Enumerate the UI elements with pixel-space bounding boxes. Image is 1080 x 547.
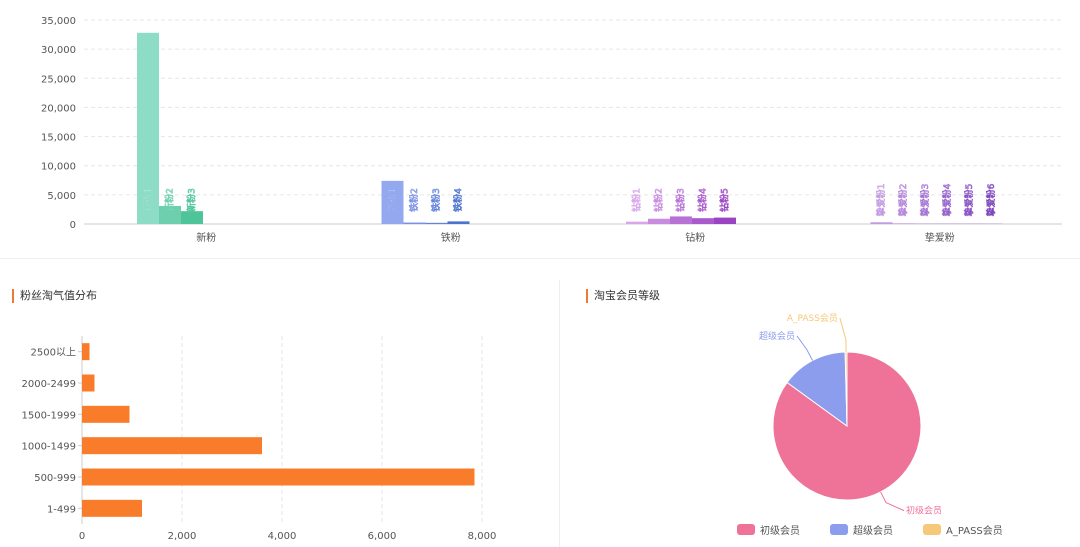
bar <box>82 405 130 423</box>
bar <box>82 343 90 361</box>
x-tick-label: 新粉 <box>196 231 216 244</box>
y-tick-label: 30,000 <box>41 45 76 56</box>
bar <box>714 217 736 224</box>
bar-label: 钻粉1 <box>631 188 643 212</box>
bar <box>670 216 692 224</box>
bar <box>870 222 893 224</box>
bar-label: 铁粉1 <box>386 188 398 212</box>
y-tick-label: 5,000 <box>47 191 76 202</box>
bar-label: 钻粉2 <box>653 188 665 212</box>
x-tick-label: 钻粉 <box>685 231 705 244</box>
bar <box>892 223 915 224</box>
bar-label: 挚爱粉6 <box>985 183 997 216</box>
x-tick-label: 0 <box>79 531 85 542</box>
bar <box>137 32 159 224</box>
x-tick-label: 2,000 <box>168 531 197 542</box>
bar <box>82 468 475 486</box>
y-tick-label: 1500-1999 <box>21 410 76 421</box>
y-tick-label: 0 <box>70 220 76 231</box>
taoqi-chart-title: 粉丝淘气值分布 <box>12 289 97 303</box>
bar-label: 钻粉3 <box>675 188 687 212</box>
bar <box>82 374 95 392</box>
y-tick-label: 20,000 <box>41 103 76 114</box>
y-tick-label: 2000-2499 <box>21 379 76 390</box>
y-tick-label: 2500以上 <box>31 347 76 359</box>
bar-label: 新粉1 <box>142 188 154 212</box>
section-divider <box>0 258 1080 259</box>
x-tick-label: 4,000 <box>268 531 297 542</box>
bar-label: 挚爱粉4 <box>941 183 953 216</box>
bar <box>82 499 142 517</box>
panel-divider <box>559 280 560 547</box>
bar <box>159 205 181 224</box>
x-tick-label: 铁粉 <box>441 231 461 244</box>
pie-label-line <box>880 491 905 512</box>
bar <box>692 218 714 224</box>
bar-label: 新粉3 <box>186 188 198 212</box>
legend-label: 初级会员 <box>760 524 800 537</box>
x-tick-label: 8,000 <box>468 531 497 542</box>
bar-label: 铁粉3 <box>430 188 442 212</box>
legend-swatch <box>923 524 941 535</box>
bar-label: 铁粉2 <box>408 188 420 212</box>
y-tick-label: 1000-1499 <box>21 442 76 453</box>
bar-label: 钻粉4 <box>697 188 709 212</box>
legend-label: A_PASS会员 <box>946 524 1003 537</box>
bar <box>82 437 262 455</box>
bar <box>626 221 648 224</box>
pie-slice-label: A_PASS会员 <box>787 312 838 324</box>
bar-label: 挚爱粉1 <box>875 184 887 217</box>
pie-label-line <box>796 335 814 361</box>
fan-bar-chart: 0 5,000 10,000 15,000 20,000 25,000 30,000 35,0… <box>41 16 1062 244</box>
bar <box>403 222 426 224</box>
legend-swatch <box>830 524 848 535</box>
legend-label: 超级会员 <box>853 524 893 537</box>
y-tick-label: 35,000 <box>41 16 76 27</box>
bar <box>381 180 404 224</box>
member-chart-title: 淘宝会员等级 <box>586 289 660 303</box>
legend-swatch <box>737 524 755 535</box>
bar <box>648 218 670 224</box>
y-tick-label: 15,000 <box>41 133 76 144</box>
bar-label: 挚爱粉2 <box>897 184 909 217</box>
x-tick-label: 挚爱粉 <box>925 231 955 244</box>
x-tick-label: 6,000 <box>368 531 397 542</box>
bar <box>425 222 448 224</box>
bar-label: 钻粉5 <box>719 188 731 212</box>
pie-slice-label: 超级会员 <box>759 330 795 342</box>
y-tick-label: 25,000 <box>41 74 76 85</box>
y-tick-label: 1-499 <box>47 504 76 515</box>
bar-label: 新粉2 <box>164 188 176 212</box>
bar-label: 铁粉4 <box>452 188 464 212</box>
bar-label: 挚爱粉3 <box>919 184 931 217</box>
taoqi-bar-chart: 0 2,000 4,000 6,000 8,000 2500以上 2000-2499 1500… <box>21 336 497 542</box>
y-tick-label: 10,000 <box>41 162 76 173</box>
pie-slice-label: 初级会员 <box>906 505 942 517</box>
pie-label-line <box>839 317 847 353</box>
y-tick-label: 500-999 <box>34 473 76 484</box>
bar <box>181 211 203 224</box>
bar <box>447 221 470 224</box>
bar-label: 挚爱粉5 <box>963 184 975 217</box>
